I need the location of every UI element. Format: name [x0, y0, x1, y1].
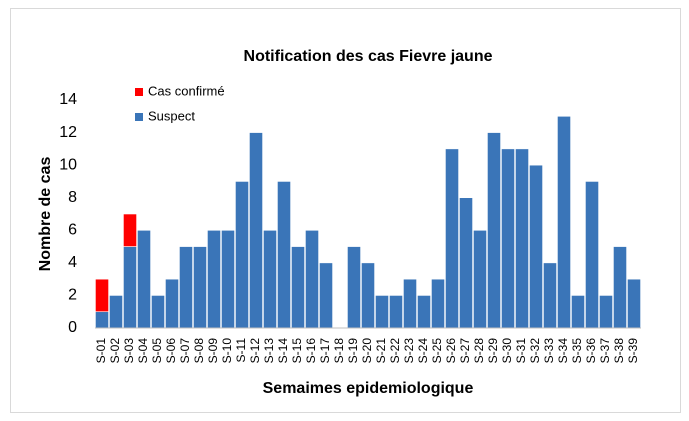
legend-swatch	[135, 88, 143, 96]
x-tick-label: S-33	[542, 338, 556, 364]
x-tick-label: S-13	[262, 338, 276, 364]
x-tick-label: S-38	[612, 338, 626, 364]
x-tick-label: S-08	[192, 338, 206, 364]
x-tick-label: S-32	[528, 338, 542, 364]
bar-segment	[515, 148, 529, 329]
x-tick-label: S-34	[556, 338, 570, 364]
x-tick-label: S-05	[150, 338, 164, 364]
x-tick-label: S-16	[304, 338, 318, 364]
bar-segment	[305, 229, 319, 329]
x-tick-label: S-15	[290, 338, 304, 364]
x-tick-label: S-30	[500, 338, 514, 364]
bar-segment	[473, 229, 487, 329]
bar-segment	[319, 262, 333, 329]
bar-segment	[263, 229, 277, 329]
bar-segment	[277, 181, 291, 329]
y-tick-label: 12	[59, 124, 77, 141]
bar-segment	[207, 229, 221, 329]
x-tick-label: S-07	[178, 338, 192, 364]
x-tick-label: S-27	[458, 338, 472, 364]
bar-segment	[109, 295, 123, 329]
bar-segment	[235, 181, 249, 329]
bar-segment	[571, 295, 585, 329]
legend-label: Cas confirmé	[148, 83, 225, 98]
x-tick-label: S-06	[164, 338, 178, 364]
x-tick-label: S-25	[430, 338, 444, 364]
bar-segment	[123, 246, 137, 329]
x-tick-label: S-36	[584, 338, 598, 364]
x-tick-label: S-37	[598, 338, 612, 364]
bar-segment	[557, 115, 571, 329]
bar-segment	[249, 132, 263, 329]
x-tick-label: S-12	[248, 338, 262, 364]
x-tick-label: S-39	[626, 338, 640, 364]
x-tick-label: S-31	[514, 338, 528, 364]
bar-segment	[613, 246, 627, 329]
bar-segment	[501, 148, 515, 329]
x-tick-label: S-35	[570, 338, 584, 364]
x-tick-label: S-26	[444, 338, 458, 364]
y-tick-label: 4	[68, 254, 77, 271]
chart-title: Notification des cas Fievre jaune	[244, 48, 493, 65]
bar-segment	[389, 295, 403, 329]
bar-segment	[123, 213, 137, 247]
x-tick-label: S-24	[416, 338, 430, 364]
bar-segment	[585, 181, 599, 329]
y-tick-label: 6	[68, 222, 77, 239]
x-tick-label: S-11	[234, 338, 248, 363]
bar-segment	[599, 295, 613, 329]
x-tick-label: S-03	[122, 338, 136, 364]
y-tick-label: 0	[68, 319, 77, 336]
x-tick-label: S-20	[360, 338, 374, 364]
bar-segment	[431, 278, 445, 329]
y-axis-title: Nombre de cas	[37, 157, 54, 272]
x-tick-label: S-02	[108, 338, 122, 364]
x-tick-label: S-22	[388, 338, 402, 364]
x-tick-label: S-10	[220, 338, 234, 364]
bar-segment	[417, 295, 431, 329]
y-tick-label: 14	[59, 91, 77, 108]
legend-label: Suspect	[148, 108, 195, 123]
x-tick-label: S-21	[374, 338, 388, 364]
x-tick-label: S-09	[206, 338, 220, 364]
y-tick-label: 8	[68, 189, 77, 206]
bar-segment	[193, 246, 207, 329]
x-tick-label: S-19	[346, 338, 360, 364]
bar-segment	[487, 132, 501, 329]
x-tick-label: S-29	[486, 338, 500, 364]
bar-segment	[291, 246, 305, 329]
bar-segment	[459, 197, 473, 329]
bar-segment	[95, 311, 109, 329]
x-tick-label: S-18	[332, 338, 346, 364]
legend-swatch	[135, 113, 143, 121]
bar-segment	[221, 229, 235, 329]
x-tick-label: S-04	[136, 338, 150, 364]
bar-segment	[95, 278, 109, 313]
bar-segment	[375, 295, 389, 329]
bar-segment	[179, 246, 193, 329]
x-tick-label: S-01	[94, 338, 108, 364]
x-tick-label: S-23	[402, 338, 416, 364]
bar-segment	[627, 278, 641, 329]
bar-segment	[529, 164, 543, 329]
bar-segment	[151, 295, 165, 329]
x-tick-label: S-17	[318, 338, 332, 364]
bar-segment	[347, 246, 361, 329]
x-axis-title: Semaimes epidemiologique	[263, 380, 474, 397]
bar-segment	[165, 278, 179, 329]
bar-segment	[361, 262, 375, 329]
x-tick-label: S-28	[472, 338, 486, 364]
bar-segment	[137, 229, 151, 329]
bar-segment	[403, 278, 417, 329]
y-tick-label: 10	[59, 156, 77, 173]
x-tick-label: S-14	[276, 338, 290, 364]
bar-segment	[543, 262, 557, 329]
y-tick-label: 2	[68, 287, 77, 304]
bar-segment	[445, 148, 459, 329]
